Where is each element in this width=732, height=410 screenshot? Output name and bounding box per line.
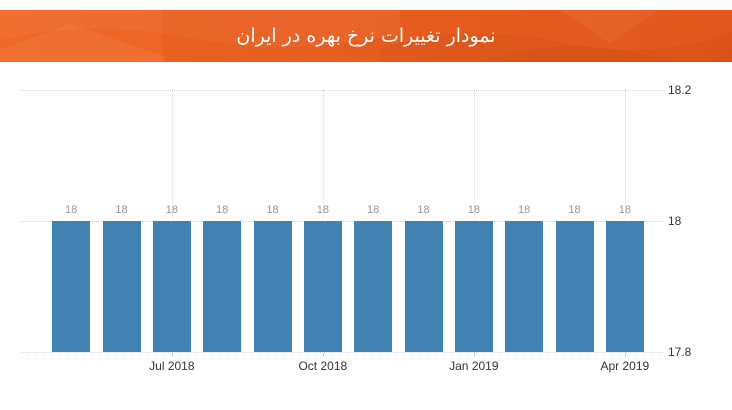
bar-6[interactable] <box>303 221 342 352</box>
y-axis-label: 18.2 <box>668 83 692 97</box>
bar-9[interactable] <box>454 221 493 352</box>
x-axis-label: Jan 2019 <box>449 359 499 373</box>
x-axis-tick-mark <box>473 353 475 356</box>
banner-texture-graphic <box>0 10 732 62</box>
x-axis-label: Oct 2018 <box>298 359 348 373</box>
bar-2[interactable] <box>102 221 141 352</box>
x-axis-tick-mark <box>624 353 626 356</box>
bar-value-label: 18 <box>165 204 178 216</box>
bar-value-label: 18 <box>65 204 78 216</box>
bar-1[interactable] <box>52 221 91 352</box>
page-title: نمودار تغییرات نرخ بهره در ایران <box>236 25 496 47</box>
bar-value-label: 18 <box>518 204 531 216</box>
x-axis-tick-mark <box>322 353 324 356</box>
bar-8[interactable] <box>404 221 443 352</box>
bar-11[interactable] <box>555 221 594 352</box>
horizontal-gridline <box>20 352 663 353</box>
bar-value-label: 18 <box>266 204 279 216</box>
chart-title-banner: نمودار تغییرات نرخ بهره در ایران <box>0 10 732 62</box>
y-axis-label: 17.8 <box>668 345 692 359</box>
bar-12[interactable] <box>605 221 644 352</box>
bar-value-label: 18 <box>115 204 128 216</box>
bar-4[interactable] <box>203 221 242 352</box>
bar-10[interactable] <box>505 221 544 352</box>
x-axis-tick-mark <box>171 353 173 356</box>
bar-value-label: 18 <box>417 204 430 216</box>
y-axis-label: 18 <box>668 214 682 228</box>
bar-value-label: 18 <box>568 204 581 216</box>
bar-value-label: 18 <box>316 204 329 216</box>
bar-3[interactable] <box>152 221 191 352</box>
bar-5[interactable] <box>253 221 292 352</box>
bar-7[interactable] <box>354 221 393 352</box>
bar-value-label: 18 <box>467 204 480 216</box>
x-axis-label: Jul 2018 <box>149 359 195 373</box>
bar-value-label: 18 <box>367 204 380 216</box>
bar-value-label: 18 <box>618 204 631 216</box>
horizontal-gridline <box>20 90 663 91</box>
x-axis-label: Apr 2019 <box>600 359 650 373</box>
bar-value-label: 18 <box>216 204 229 216</box>
